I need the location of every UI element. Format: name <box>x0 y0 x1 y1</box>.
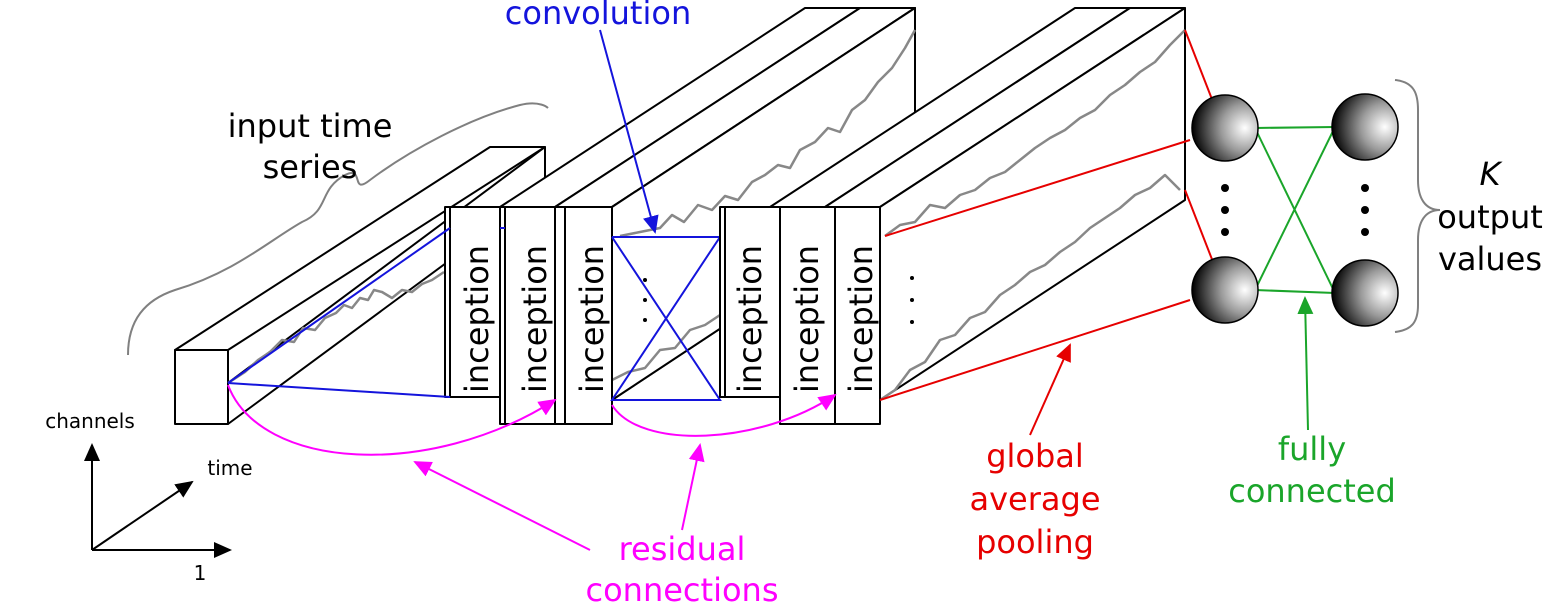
input-series-label-1: input time <box>228 107 393 145</box>
convolution-arrow <box>599 29 659 234</box>
residual-label-2: connections <box>586 571 779 604</box>
gap-neuron-bottom <box>1191 256 1259 324</box>
fc-label-2: connected <box>1228 472 1396 510</box>
input-brace <box>127 102 549 356</box>
input-series-line <box>227 270 445 385</box>
inception-label-5: inception <box>788 245 826 393</box>
gap-label-2: average <box>970 480 1101 518</box>
inception-label-4: inception <box>731 245 769 393</box>
output-neuron-bottom <box>1331 259 1399 327</box>
residual-arc-2 <box>611 393 837 437</box>
input-series-label-2: series <box>263 148 358 186</box>
axes-glyph <box>84 443 232 558</box>
output-label-1: output <box>1437 198 1543 236</box>
axis-one-label: 1 <box>194 561 207 585</box>
gap-label-3: pooling <box>976 523 1094 561</box>
fc-label-1: fully <box>1278 430 1346 468</box>
inception-label-6: inception <box>842 245 880 393</box>
inception-labels: inception inception inception inception … <box>458 245 880 393</box>
neurons <box>1191 93 1399 327</box>
residual-arrow-2 <box>681 443 705 531</box>
gap-arrow <box>1029 343 1071 436</box>
fc-arrow <box>1297 296 1314 431</box>
fc-connections <box>1254 126 1336 294</box>
output-neuron-top <box>1331 93 1399 161</box>
residual-arc-1 <box>227 384 557 456</box>
inception-label-3: inception <box>573 245 611 393</box>
inception-label-1: inception <box>458 245 496 393</box>
axis-time-label: time <box>207 456 252 480</box>
output-brace <box>1394 79 1441 333</box>
convolution-label: convolution <box>505 0 691 32</box>
inception-group-1 <box>444 7 917 425</box>
group1-upper-series <box>619 29 917 238</box>
k-symbol: K <box>1480 155 1504 193</box>
axis-channels-label: channels <box>45 409 135 433</box>
group2-upper-series <box>884 29 1186 238</box>
group2-lower-series <box>879 173 1181 402</box>
ellipsis-between-groups <box>643 278 647 322</box>
residual-arrow-1 <box>413 461 591 551</box>
inception-group-2 <box>719 7 1186 425</box>
gap-neuron-top <box>1191 94 1259 162</box>
residual-label-1: residual <box>619 530 746 568</box>
output-label-2: values <box>1438 240 1542 278</box>
inception-label-2: inception <box>516 245 554 393</box>
convolution-connections <box>227 227 722 401</box>
ellipsis-after-groups <box>910 276 914 324</box>
gap-label-1: global <box>986 437 1084 475</box>
